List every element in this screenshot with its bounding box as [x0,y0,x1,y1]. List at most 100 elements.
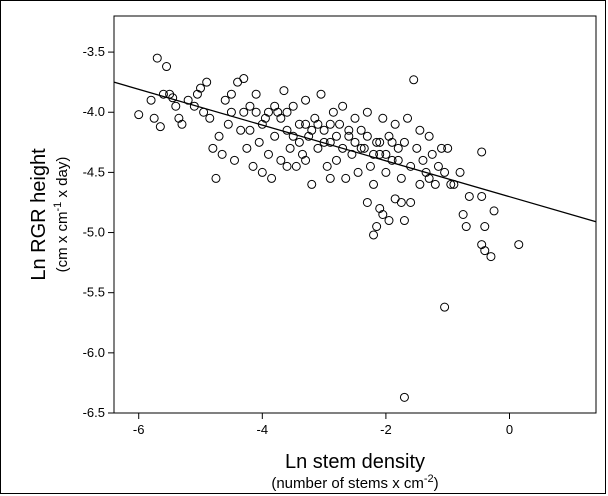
y-tick-label: -5.5 [83,285,105,300]
data-point [325,137,335,147]
data-point [430,179,440,189]
data-point [301,155,311,165]
x-axis-subtitle: (number of stems x cm-2) [271,473,438,492]
data-point [440,167,450,177]
data-point [242,143,252,153]
y-tick-label: -4.5 [83,164,105,179]
data-point [285,143,295,153]
data-point [480,222,490,232]
data-point [279,86,289,96]
data-point [177,119,187,129]
data-point [347,149,357,159]
data-point [378,113,388,123]
data-point [288,101,298,111]
data-point [362,131,372,141]
y-axis: -3.5 -4.0 -4.5 -5.0 -5.5 -6.0 -6.5 [83,44,114,420]
data-point [223,119,233,129]
data-point [196,83,206,93]
data-point [335,119,345,129]
data-point [356,125,366,135]
data-point [514,240,524,250]
data-point [239,74,249,84]
x-tick-label: -4 [257,422,269,437]
data-point [251,89,261,99]
x-axis-subtitle-exponent: -2 [424,473,434,485]
data-point [350,113,360,123]
data-point [399,216,409,226]
y-axis-subtitle-close: x day) [54,157,71,202]
data-point [220,95,230,105]
data-point [427,149,437,159]
y-tick-label: -3.5 [83,44,105,59]
data-point [464,191,474,201]
data-point [214,131,224,141]
data-point [381,149,391,159]
data-point [356,143,366,153]
data-point [149,113,159,123]
data-point [270,101,280,111]
data-point [390,194,400,204]
data-point [344,131,354,141]
data-point [387,155,397,165]
data-point [403,113,413,123]
data-point [477,147,487,157]
data-point [415,179,425,189]
plot-area [113,15,597,414]
data-point [443,143,453,153]
data-point [205,113,215,123]
data-point [446,179,456,189]
data-point [282,107,292,117]
data-point [350,137,360,147]
data-point [158,89,168,99]
data-point [341,173,351,183]
data-point [365,161,375,171]
data-point [486,252,496,262]
data-point [437,143,447,153]
x-axis-subtitle-text: (number of stems x cm [271,475,424,492]
data-point [372,222,382,232]
data-point [328,107,338,117]
data-point [384,216,394,226]
data-point [263,149,273,159]
data-point [322,161,332,171]
data-point [162,62,172,72]
x-axis: -6 -4 -2 0 [133,413,513,437]
data-point [369,230,379,240]
data-point [270,131,280,141]
data-point [399,137,409,147]
data-point [301,119,311,129]
data-point [316,89,326,99]
data-point [359,143,369,153]
x-tick-label: 0 [506,422,513,437]
data-point [294,119,304,129]
data-point [226,89,236,99]
data-point [301,95,311,105]
data-point [415,125,425,135]
data-point [211,173,221,183]
x-axis-title: Ln stem density [285,451,425,473]
data-point [418,155,428,165]
data-point [152,53,162,63]
data-point [155,122,165,132]
data-point [338,101,348,111]
data-point [251,107,261,117]
x-tick-label: -6 [133,422,145,437]
data-point [412,143,422,153]
data-point [319,125,329,135]
data-point [338,143,348,153]
data-point [313,143,323,153]
data-point [325,119,335,129]
data-point [245,125,255,135]
data-point [267,173,277,183]
data-point [202,77,212,87]
data-point [440,302,450,312]
data-point [390,119,400,129]
data-point [239,107,249,117]
data-point [424,173,434,183]
y-tick-label: -5.0 [83,225,105,240]
data-point [362,197,372,207]
data-point [396,173,406,183]
data-point [282,125,292,135]
y-axis-subtitle-text: (cm x cm [54,211,71,272]
